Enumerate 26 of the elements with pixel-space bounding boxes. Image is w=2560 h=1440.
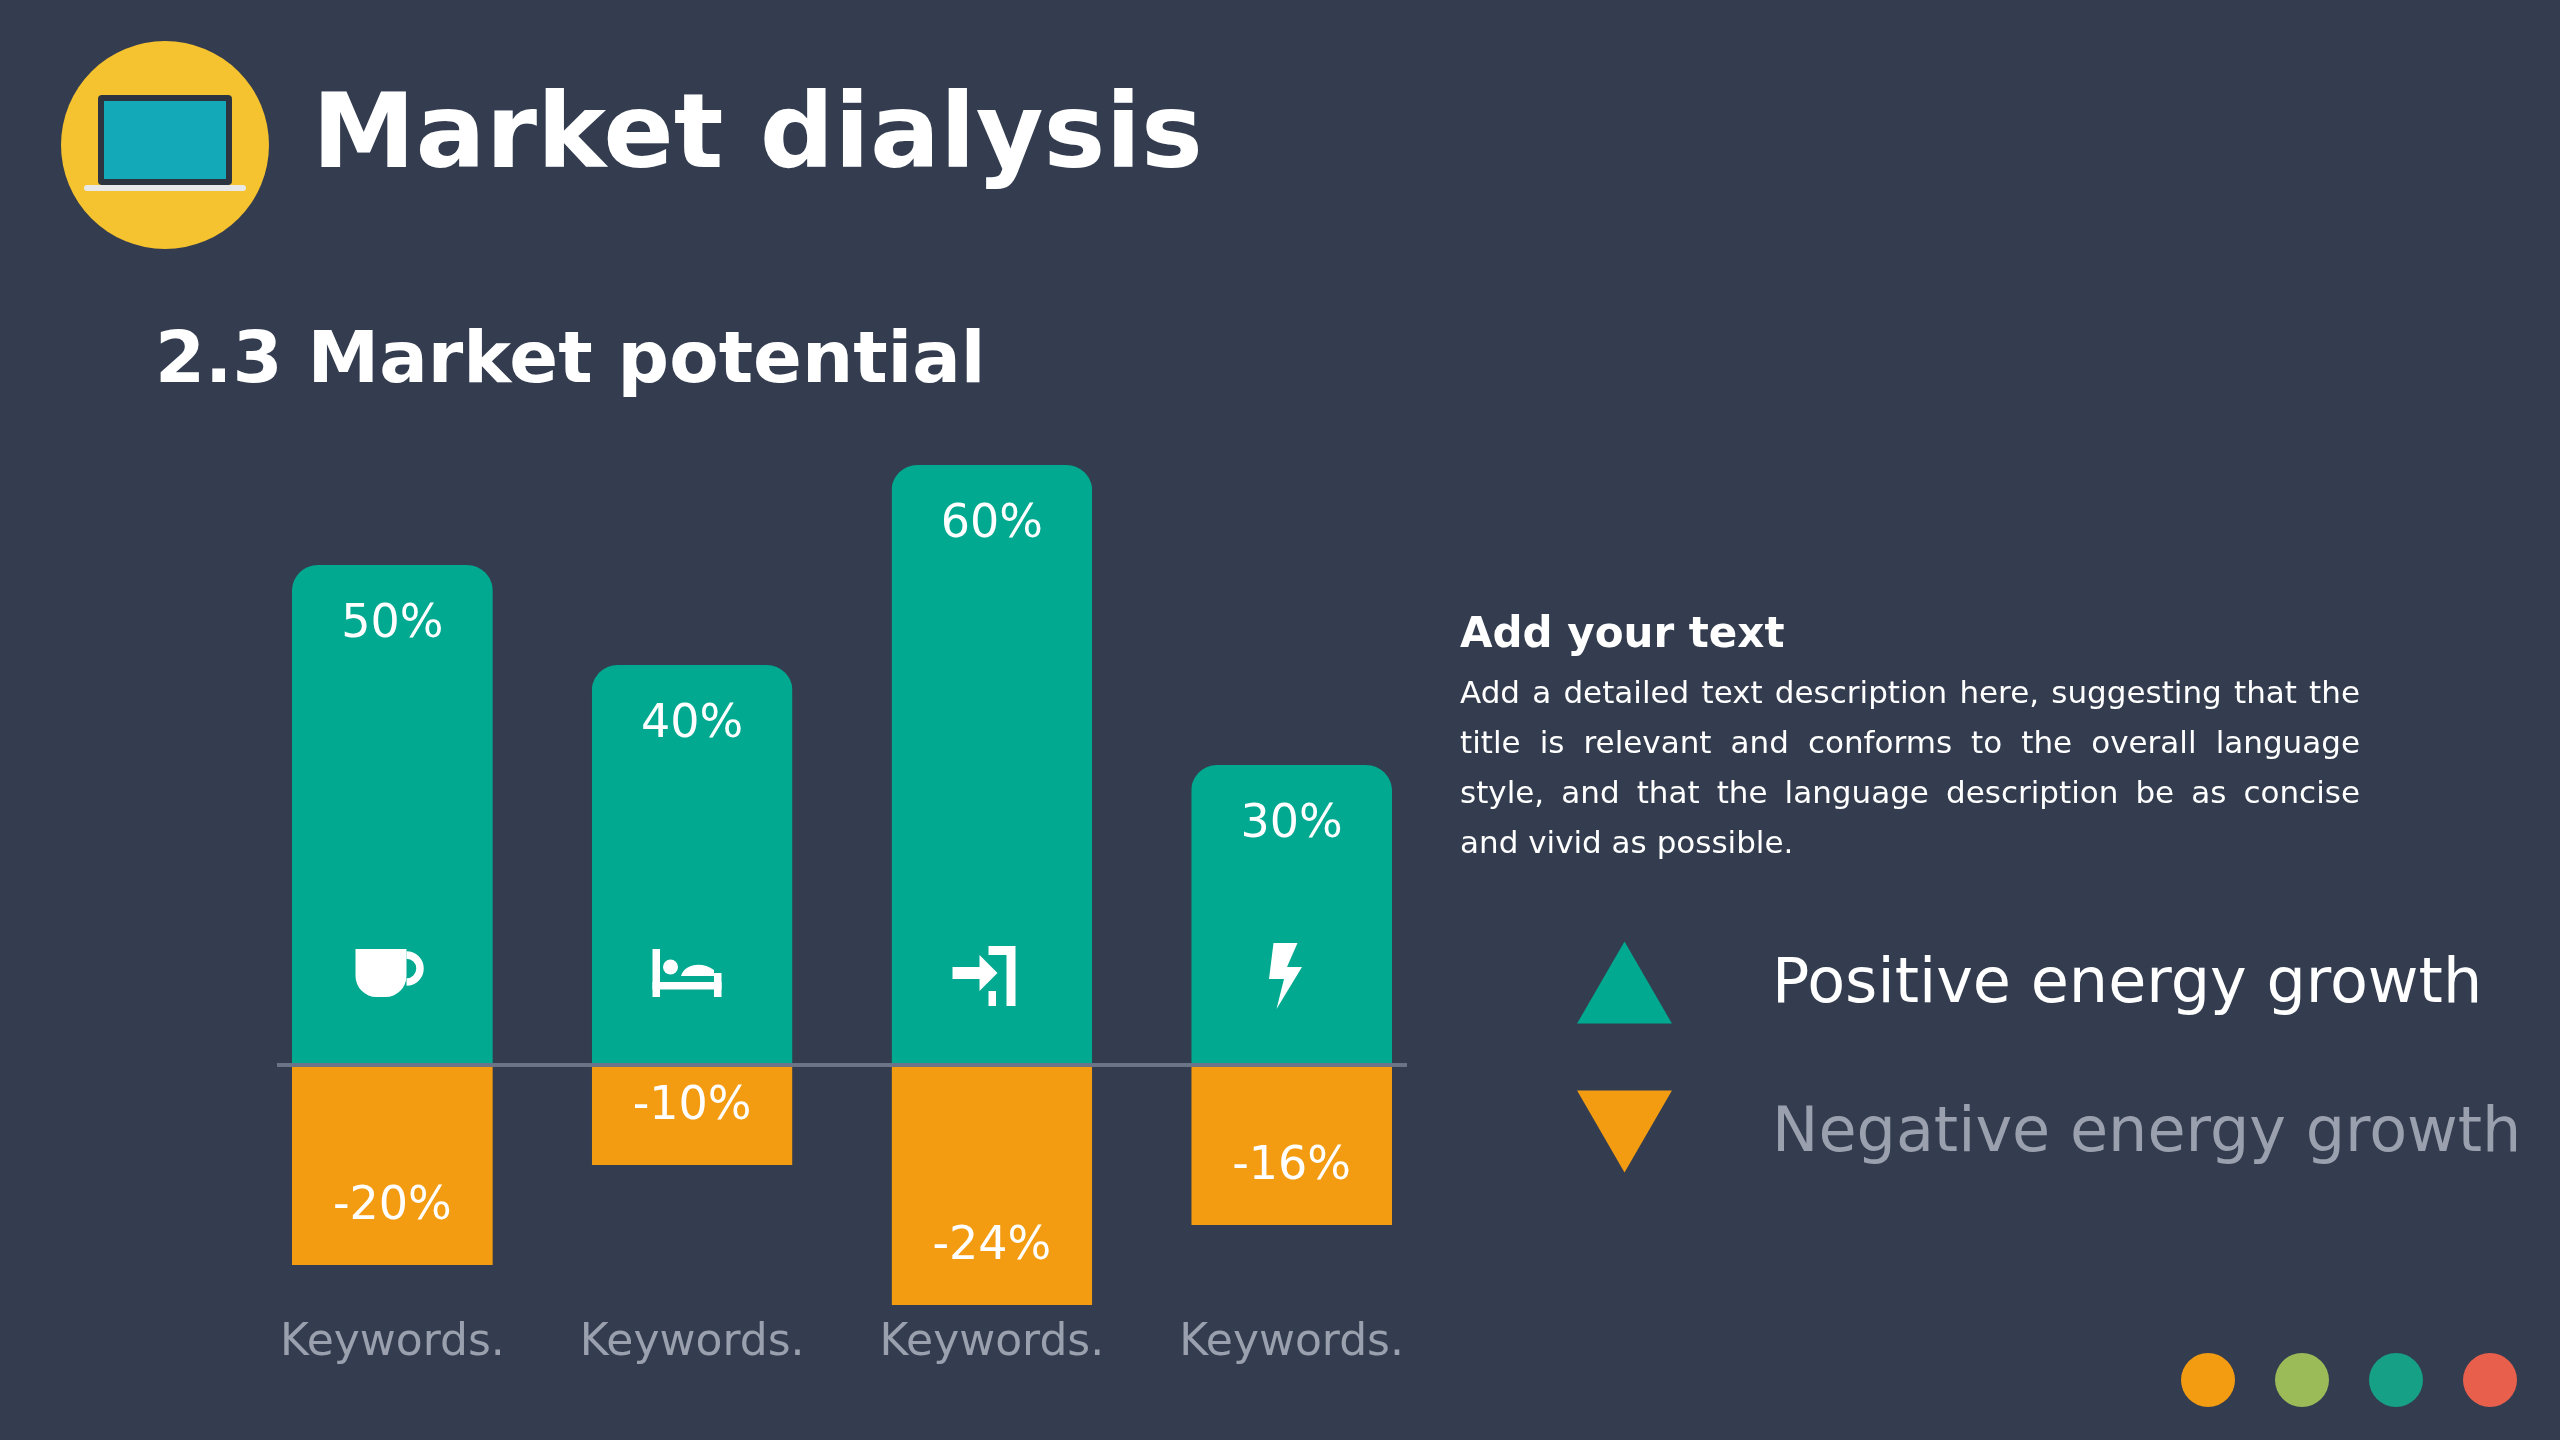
text: Add a detailed text description here, suggesting that the title is relevant and conforms to the overall language style, and that the language description be as concise and vivid as possible.	[1460, 673, 2360, 862]
x-tick-label: Keywords.	[279, 1313, 505, 1365]
bar	[891, 465, 1093, 1065]
bar	[591, 665, 793, 1065]
bar	[291, 565, 493, 1065]
bar	[1191, 765, 1393, 1065]
data-label: -20%	[332, 1176, 452, 1230]
bar	[591, 1065, 793, 1165]
data-label: 60%	[940, 494, 1043, 548]
data-label: 30%	[1240, 794, 1343, 848]
x-tick-label: Keywords.	[579, 1313, 805, 1365]
bar	[1191, 1065, 1393, 1225]
chart-title: Market dialysis	[312, 70, 1203, 192]
legend-label: Positive energy growth	[1772, 943, 2483, 1017]
data-label: -16%	[1232, 1136, 1352, 1190]
data-label: -10%	[632, 1076, 752, 1130]
legend-label: Negative energy growth	[1772, 1092, 2522, 1166]
chart-subtitle: 2.3 Market potential	[155, 315, 986, 399]
data-label: 40%	[641, 694, 744, 748]
data-label: 50%	[341, 594, 444, 648]
text: Add your text	[1460, 608, 1786, 657]
bar	[891, 1065, 1093, 1305]
x-tick-label: Keywords.	[879, 1313, 1105, 1365]
bar	[291, 1065, 493, 1265]
data-label: -24%	[932, 1216, 1052, 1270]
x-tick-label: Keywords.	[1179, 1313, 1405, 1365]
